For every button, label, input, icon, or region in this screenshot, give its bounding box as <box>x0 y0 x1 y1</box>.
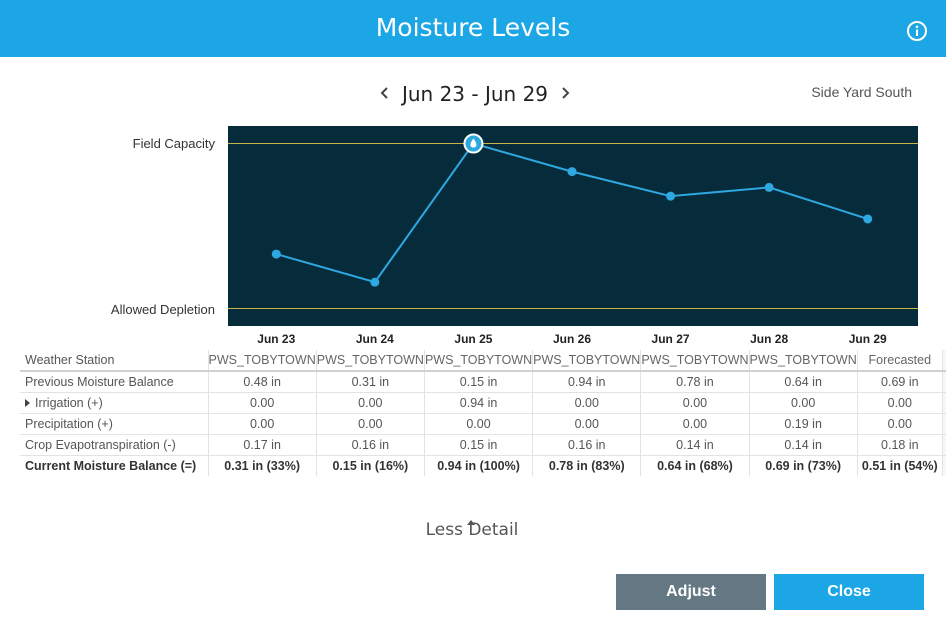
table-cell: 0.64 in (68%) <box>640 455 750 476</box>
table-cell: PWS_TOBYTOWN <box>208 350 317 372</box>
chart-day-label: Jun 26 <box>552 332 591 346</box>
row-label-text: Current Moisture Balance (=) <box>25 459 197 473</box>
table-cell: 0.69 in (73%) <box>749 455 858 476</box>
table-row: Precipitation (+) 0.00 0.00 0.00 0.00 0.00 0.1… <box>20 413 946 435</box>
table-cell: PWS_TOBYTOWN <box>316 350 425 372</box>
adjust-button[interactable]: Adjust <box>616 574 766 610</box>
table-cell: 0.16 in <box>316 434 425 456</box>
dialog-header: Moisture Levels <box>0 0 946 57</box>
less-detail-label: Less Detail <box>425 520 519 540</box>
row-label-text: Previous Moisture Balance <box>25 375 174 389</box>
chevron-left-icon[interactable] <box>376 82 394 104</box>
dialog-title: Moisture Levels <box>375 13 571 42</box>
table-cell: 0.94 in <box>424 392 534 414</box>
table-row: Crop Evapotranspiration (-) 0.17 in 0.16 i… <box>20 434 946 456</box>
row-label: Previous Moisture Balance <box>20 371 209 393</box>
table-cell: 0.78 in (83%) <box>532 455 642 476</box>
row-padding <box>942 350 946 372</box>
table-cell: PWS_TOBYTOWN <box>532 350 642 372</box>
zone-name: Side Yard South <box>811 84 912 100</box>
row-label-text: Irrigation (+) <box>35 396 103 410</box>
info-circle-icon[interactable] <box>906 20 928 42</box>
table-cell: 0.15 in <box>424 434 534 456</box>
table-cell: 0.48 in <box>208 371 317 393</box>
water-drop-icon <box>470 138 477 148</box>
table-cell: 0.00 <box>640 392 750 414</box>
data-point-jun-23 <box>271 249 281 259</box>
data-point-jun-29 <box>863 214 873 224</box>
table-cell: 0.18 in <box>857 434 943 456</box>
row-label: Weather Station <box>20 350 209 372</box>
table-cell: 0.00 <box>424 413 534 435</box>
data-point-jun-26 <box>567 167 577 177</box>
chart-day-label: Jun 29 <box>848 332 887 346</box>
row-label: Current Moisture Balance (=) <box>20 455 209 476</box>
table-cell: 0.00 <box>749 392 858 414</box>
table-cell: 0.00 <box>640 413 750 435</box>
data-point-jun-24 <box>370 277 380 287</box>
table-cell: 0.00 <box>316 392 425 414</box>
table-cell: PWS_TOBYTOWN <box>640 350 750 372</box>
table-cell: 0.64 in <box>749 371 858 393</box>
row-label-text: Weather Station <box>25 353 115 367</box>
allowed-depletion-label: Allowed Depletion <box>110 302 215 317</box>
row-label-text: Crop Evapotranspiration (-) <box>25 438 176 452</box>
row-padding <box>942 455 946 476</box>
row-padding <box>942 434 946 456</box>
table-cell: 0.14 in <box>640 434 750 456</box>
table-row: Weather Station PWS_TOBYTOWN PWS_TOBYTOWN P… <box>20 350 946 372</box>
table-cell: 0.69 in <box>857 371 943 393</box>
table-cell: 0.16 in <box>532 434 642 456</box>
data-point-jun-28 <box>764 182 774 192</box>
chart-day-label: Jun 25 <box>454 332 493 346</box>
chart-background <box>228 126 918 326</box>
row-padding <box>942 413 946 435</box>
table-row[interactable]: Irrigation (+) 0.00 0.00 0.94 in 0.00 0.00 0.0… <box>20 392 946 414</box>
table-cell: 0.94 in <box>532 371 642 393</box>
table-cell: 0.00 <box>857 392 943 414</box>
table-cell: 0.31 in <box>316 371 425 393</box>
table-cell: 0.19 in <box>749 413 858 435</box>
chart-day-label: Jun 28 <box>750 332 789 346</box>
table-cell: 0.14 in <box>749 434 858 456</box>
row-label: Precipitation (+) <box>20 413 209 435</box>
table-cell: 0.00 <box>316 413 425 435</box>
date-range: Jun 23 - Jun 29 <box>401 82 549 106</box>
table-cell: 0.78 in <box>640 371 750 393</box>
table-cell: Forecasted <box>857 350 943 372</box>
table-cell: 0.15 in (16%) <box>316 455 425 476</box>
table-cell: 0.00 <box>532 392 642 414</box>
row-label-text: Precipitation (+) <box>25 417 113 431</box>
chevron-right-icon[interactable] <box>556 82 574 104</box>
moisture-table: Weather Station PWS_TOBYTOWN PWS_TOBYTOWN P… <box>20 350 946 476</box>
expand-triangle-icon[interactable] <box>25 399 30 407</box>
table-cell: 0.00 <box>208 413 317 435</box>
table-cell: 0.00 <box>532 413 642 435</box>
row-padding <box>942 371 946 393</box>
data-point-jun-27 <box>666 191 676 201</box>
moisture-chart <box>228 126 918 326</box>
table-row: Previous Moisture Balance 0.48 in 0.31 in 0… <box>20 371 946 393</box>
close-button[interactable]: Close <box>774 574 924 610</box>
chart-day-label: Jun 23 <box>257 332 296 346</box>
table-cell: PWS_TOBYTOWN <box>424 350 534 372</box>
row-padding <box>942 392 946 414</box>
table-row: Current Moisture Balance (=) 0.31 in (33%… <box>20 455 946 476</box>
table-cell: 0.51 in (54%) <box>857 455 943 476</box>
table-cell: 0.00 <box>857 413 943 435</box>
row-label: Crop Evapotranspiration (-) <box>20 434 209 456</box>
table-cell: 0.15 in <box>424 371 534 393</box>
row-label: Irrigation (+) <box>20 392 209 414</box>
table-cell: 0.31 in (33%) <box>208 455 317 476</box>
table-cell: PWS_TOBYTOWN <box>749 350 858 372</box>
table-cell: 0.17 in <box>208 434 317 456</box>
chart-day-label: Jun 24 <box>355 332 394 346</box>
less-detail-toggle[interactable]: Less Detail <box>412 520 532 540</box>
table-cell: 0.00 <box>208 392 317 414</box>
caret-up-icon <box>467 520 475 525</box>
field-capacity-label: Field Capacity <box>132 136 215 151</box>
table-cell: 0.94 in (100%) <box>424 455 534 476</box>
chart-day-label: Jun 27 <box>651 332 690 346</box>
